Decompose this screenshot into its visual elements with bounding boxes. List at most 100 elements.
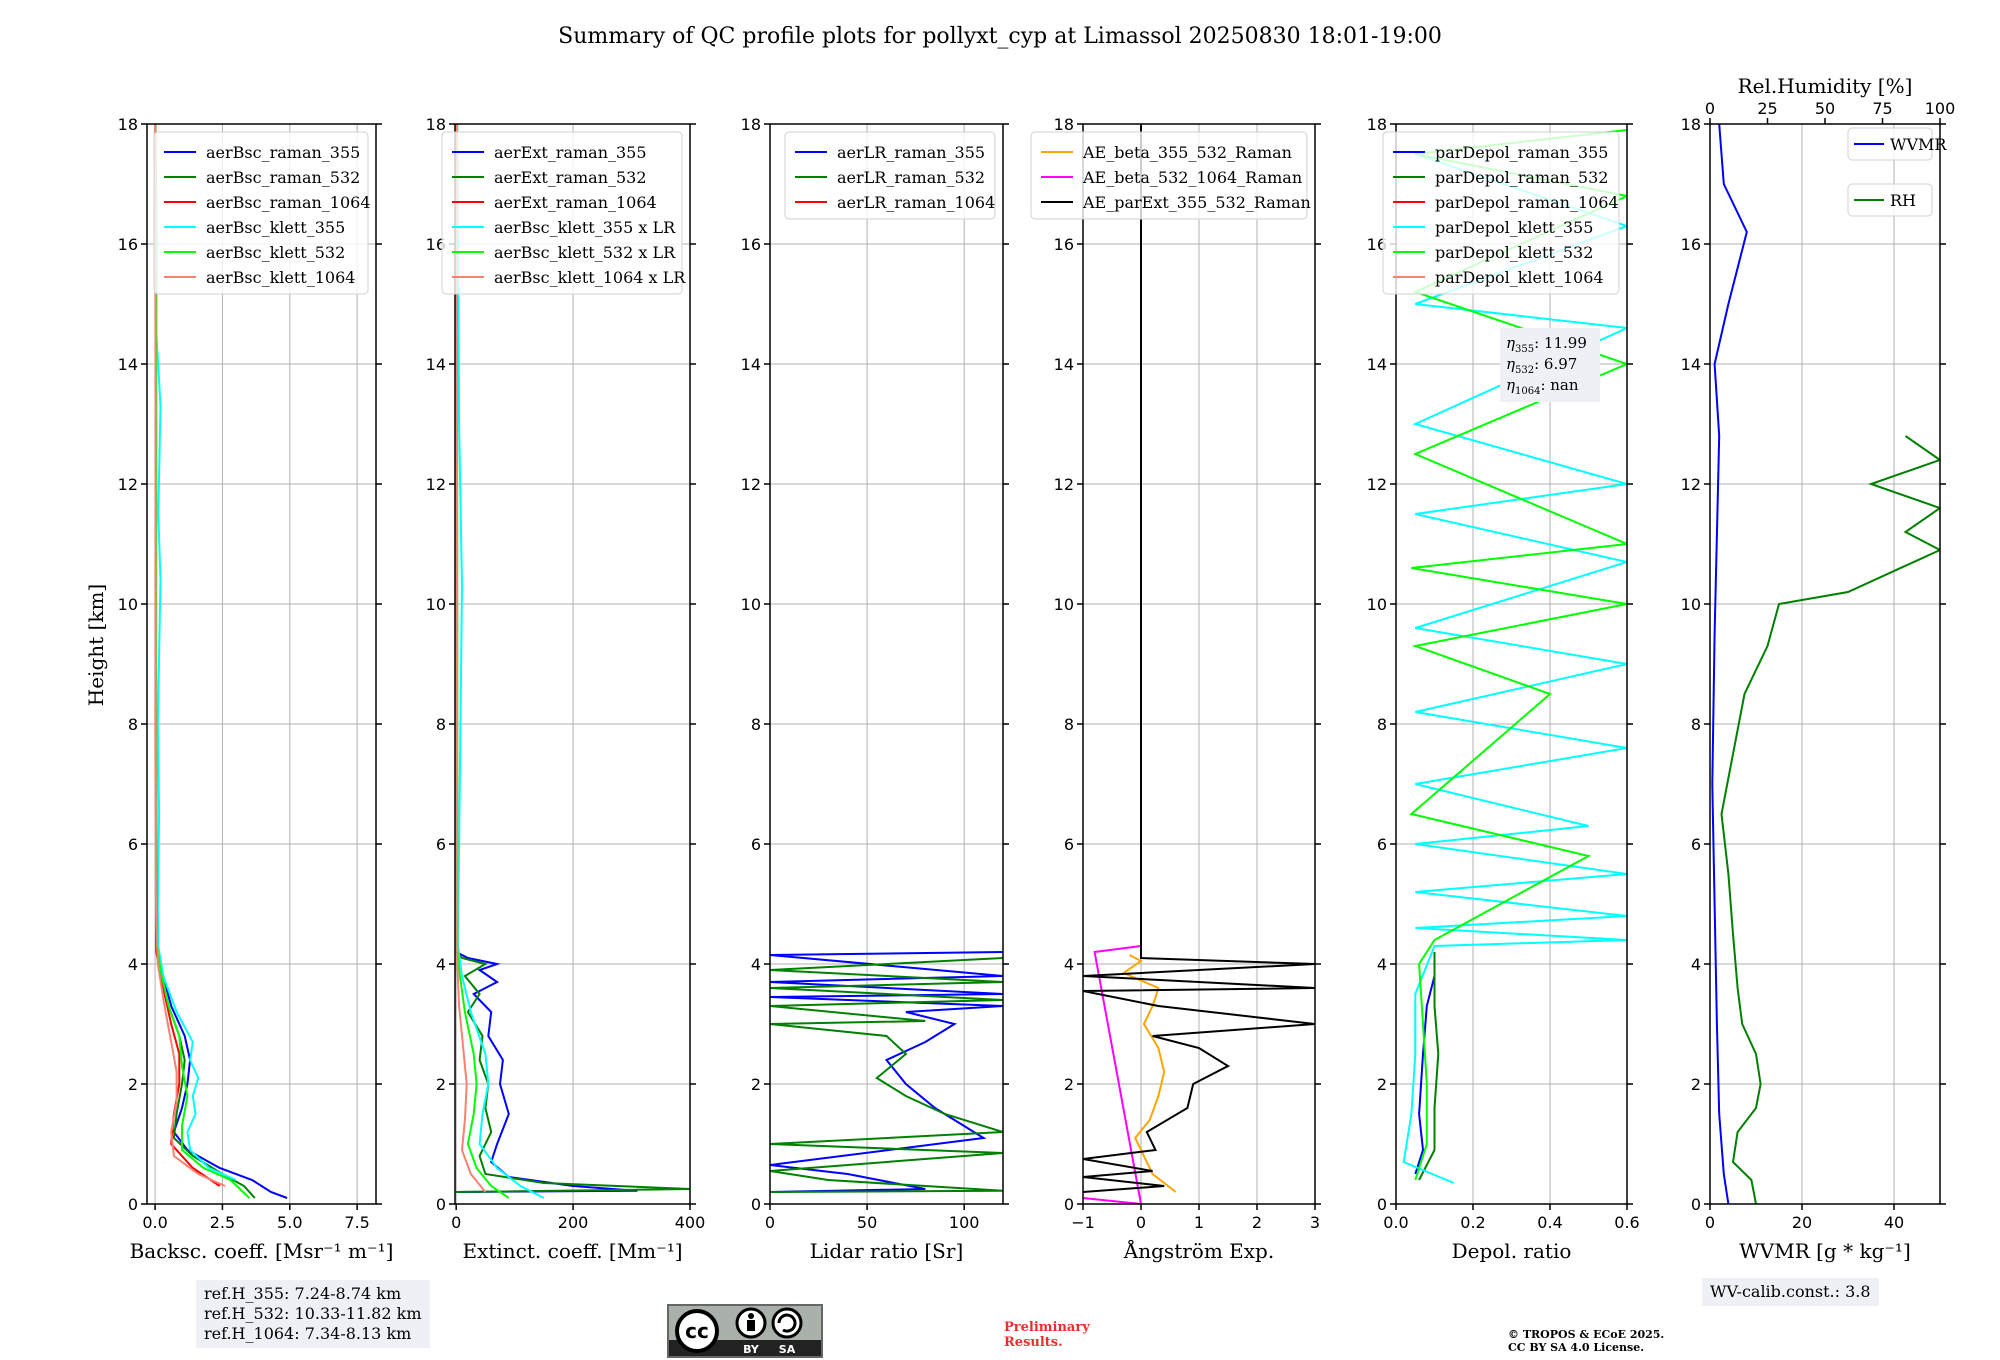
y-tick-label: 18 <box>741 115 761 134</box>
series-line-aerbsc-klett-1064 <box>154 124 226 1187</box>
y-tick-label: 14 <box>1054 355 1074 374</box>
legend-label: parDepol_raman_355 <box>1435 143 1608 162</box>
legend: parDepol_raman_355 parDepol_raman_532 parD… <box>1382 131 1620 295</box>
x-tick-label: 100 <box>949 1213 980 1232</box>
panel-1: 0 2 4 6 8 10 12 14 16 18 0.0 2.5 5.0 7.5 Backsc. coeff… <box>118 115 394 1263</box>
legend-label: aerBsc_klett_532 <box>206 243 345 262</box>
legend-label: aerExt_raman_1064 <box>494 193 657 212</box>
figure-title: Summary of QC profile plots for pollyxt_… <box>558 24 1442 49</box>
x-tick-label: 0.2 <box>1460 1213 1485 1232</box>
y-tick-label: 4 <box>751 955 761 974</box>
y-axis-label: Height [km] <box>84 584 108 706</box>
y-tick-label: 16 <box>1054 235 1074 254</box>
legend-label: aerBsc_klett_532 x LR <box>494 243 676 262</box>
x-tick-label: 200 <box>558 1213 589 1232</box>
legend-label: aerLR_raman_355 <box>837 143 985 162</box>
x-tick-label: 20 <box>1792 1213 1812 1232</box>
legend-label: aerBsc_raman_1064 <box>206 193 371 212</box>
top-axis-label: Rel.Humidity [%] <box>1738 74 1913 98</box>
series-line-aerlr-raman-532 <box>770 957 1003 1193</box>
svg-text:BY: BY <box>743 1343 760 1356</box>
panel-3: 0 2 4 6 8 10 12 14 16 18 0 50 100 Lidar ratio [Sr] aer… <box>741 115 1009 1263</box>
series-group <box>154 124 288 1199</box>
legend: aerExt_raman_355 aerExt_raman_532 aerExt_r… <box>441 131 686 295</box>
x-axis-label: Lidar ratio [Sr] <box>810 1239 964 1263</box>
svg-text:SA: SA <box>779 1343 796 1356</box>
y-tick-label: 14 <box>1367 355 1387 374</box>
series-group <box>455 124 690 1199</box>
series-line-wvmr <box>1711 124 1748 1204</box>
x-tick-label: 50 <box>857 1213 877 1232</box>
y-tick-label: 4 <box>128 955 138 974</box>
x-tick-label: 0.0 <box>1383 1213 1408 1232</box>
y-tick-label: 8 <box>1691 715 1701 734</box>
y-tick-label: 12 <box>426 475 446 494</box>
y-tick-label: 12 <box>741 475 761 494</box>
y-tick-label: 2 <box>751 1075 761 1094</box>
legend-label: aerLR_raman_532 <box>837 168 985 187</box>
series-line-aerlr-raman-355 <box>770 951 1003 1193</box>
series-line-ae-beta-532-1064-raman <box>1083 945 1143 1204</box>
y-tick-label: 0 <box>128 1195 138 1214</box>
legend: WVMR <box>1847 127 1947 161</box>
y-tick-label: 10 <box>1367 595 1387 614</box>
series-line-aerbsc-klett-355 <box>154 124 237 1181</box>
wv-calib-box: WV-calib.const.: 3.8 <box>1702 1278 1879 1306</box>
copyright-note: © TROPOS & ECoE 2025. CC BY SA 4.0 Licen… <box>1508 1328 1665 1354</box>
y-tick-label: 2 <box>436 1075 446 1094</box>
y-tick-label: 0 <box>751 1195 761 1214</box>
panel-2: 0 2 4 6 8 10 12 14 16 18 0 200 400 Extinct. coeff. [M… <box>426 115 706 1263</box>
series-line-ae-beta-355-532-raman <box>1121 954 1177 1193</box>
wv-calib-const: WV-calib.const.: 3.8 <box>1710 1282 1871 1301</box>
series-line-aerbsc-klett-1064-x-lr <box>455 124 487 1193</box>
x-axis-label: Ångström Exp. <box>1123 1238 1274 1263</box>
x-tick-label: 0 <box>451 1213 461 1232</box>
ref-height-1064: ref.H_1064: 7.34-8.13 km <box>204 1324 412 1343</box>
series-line-pardepol-klett-355 <box>1402 153 1627 1184</box>
legend-label: aerBsc_raman_532 <box>206 168 360 187</box>
legend-label: aerBsc_raman_355 <box>206 143 360 162</box>
x-tick-label: 0.0 <box>142 1213 167 1232</box>
eta-value: η355: 11.99 <box>1506 334 1587 355</box>
y-tick-label: 18 <box>1367 115 1387 134</box>
legend-label: parDepol_klett_355 <box>1435 218 1593 237</box>
y-tick-label: 18 <box>118 115 138 134</box>
x-tick-label: 0 <box>765 1213 775 1232</box>
y-tick-label: 10 <box>1681 595 1701 614</box>
legend-label: aerBsc_klett_1064 x LR <box>494 268 686 287</box>
y-tick-label: 14 <box>1681 355 1701 374</box>
legend-label: aerBsc_klett_1064 <box>206 268 355 287</box>
series-line-pardepol-raman-532 <box>1418 952 1440 1181</box>
legend: aerBsc_raman_355 aerBsc_raman_532 aerBsc_r… <box>153 131 371 295</box>
x-axis-label: Depol. ratio <box>1452 1239 1572 1263</box>
legend-label: AE_beta_532_1064_Raman <box>1082 168 1302 187</box>
legend-label: AE_parExt_355_532_Raman <box>1082 193 1311 212</box>
y-tick-label: 2 <box>1377 1075 1387 1094</box>
x-tick-label: 7.5 <box>344 1213 369 1232</box>
legend: RH <box>1847 183 1933 217</box>
axes-frame <box>1709 123 1941 1205</box>
top-x-tick-label: 0 <box>1705 99 1715 118</box>
y-tick-label: 10 <box>1054 595 1074 614</box>
x-axis-label: Backsc. coeff. [Msr⁻¹ m⁻¹] <box>130 1239 394 1263</box>
y-tick-label: 12 <box>1367 475 1387 494</box>
y-tick-label: 8 <box>128 715 138 734</box>
y-tick-label: 16 <box>118 235 138 254</box>
legend-label: parDepol_raman_1064 <box>1435 193 1619 212</box>
y-tick-label: 8 <box>1377 715 1387 734</box>
y-tick-label: 16 <box>1367 235 1387 254</box>
legend-label: RH <box>1890 191 1916 210</box>
x-tick-label: 0 <box>1705 1213 1715 1232</box>
top-x-tick-label: 100 <box>1925 99 1956 118</box>
svg-text:cc: cc <box>685 1319 709 1343</box>
y-tick-label: 12 <box>118 475 138 494</box>
y-tick-label: 18 <box>1054 115 1074 134</box>
y-tick-label: 8 <box>751 715 761 734</box>
x-tick-label: 400 <box>675 1213 706 1232</box>
legend: AE_beta_355_532_Raman AE_beta_532_1064_Ra… <box>1030 131 1311 220</box>
series-group <box>1711 124 1940 1204</box>
x-tick-label: 2 <box>1252 1213 1262 1232</box>
axes-frame <box>146 123 377 1205</box>
axes-frame <box>1395 123 1628 1205</box>
